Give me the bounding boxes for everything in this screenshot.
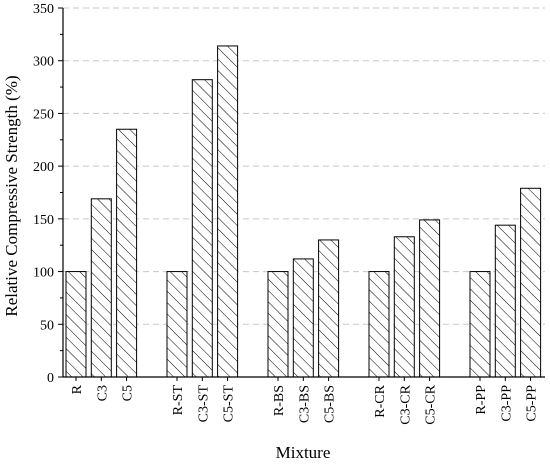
bar [267, 271, 289, 378]
bar [368, 271, 390, 378]
grid-lines [63, 7, 545, 325]
x-tick-label: C3-PP [499, 385, 514, 422]
x-tick-label: C3-BS [297, 385, 312, 423]
x-tick-label: C3-CR [398, 384, 413, 424]
x-tick-label: R-BS [272, 385, 287, 416]
y-tick-label: 100 [33, 266, 54, 281]
x-tick-label: C5-BS [323, 385, 338, 423]
y-tick-label: 200 [33, 160, 54, 175]
x-tick-label: C5 [121, 385, 136, 401]
bar [166, 271, 188, 378]
y-tick-label: 250 [33, 107, 54, 122]
x-tick-label: C3-ST [196, 385, 211, 423]
y-tick-label: 50 [40, 318, 54, 333]
x-axis-title: Mixture [276, 443, 331, 462]
bar [90, 198, 112, 378]
bar [116, 128, 138, 378]
bar [419, 219, 441, 378]
x-tick-label: C5-ST [222, 385, 237, 423]
bar [292, 258, 314, 378]
bars [65, 45, 542, 378]
bar [520, 187, 542, 378]
x-tick-label: R-CR [373, 384, 388, 417]
bar [217, 45, 239, 378]
bar [469, 271, 491, 378]
bar [318, 239, 340, 378]
y-tick-label: 150 [33, 213, 54, 228]
x-tick-label: R-PP [474, 385, 489, 415]
x-tick-label: R-ST [171, 385, 186, 416]
y-axis-title: Relative Compressive Strength (%) [2, 75, 21, 316]
bar [494, 224, 516, 378]
y-tick-label: 300 [33, 55, 54, 70]
y-tick-label: 0 [47, 371, 54, 386]
tick-labels: 0 50 100 150 200 250 300 350 R C3 C5 R-ST C3-ST C5-ST… [33, 2, 540, 425]
x-tick-label: R [70, 384, 85, 394]
y-tick-label: 350 [33, 2, 54, 17]
bar [65, 271, 87, 378]
axes [58, 7, 545, 381]
bar [191, 79, 213, 378]
bar [393, 236, 415, 378]
x-tick-label: C5-PP [525, 385, 540, 422]
x-tick-label: C5-CR [424, 384, 439, 424]
x-tick-label: C3 [95, 385, 110, 401]
